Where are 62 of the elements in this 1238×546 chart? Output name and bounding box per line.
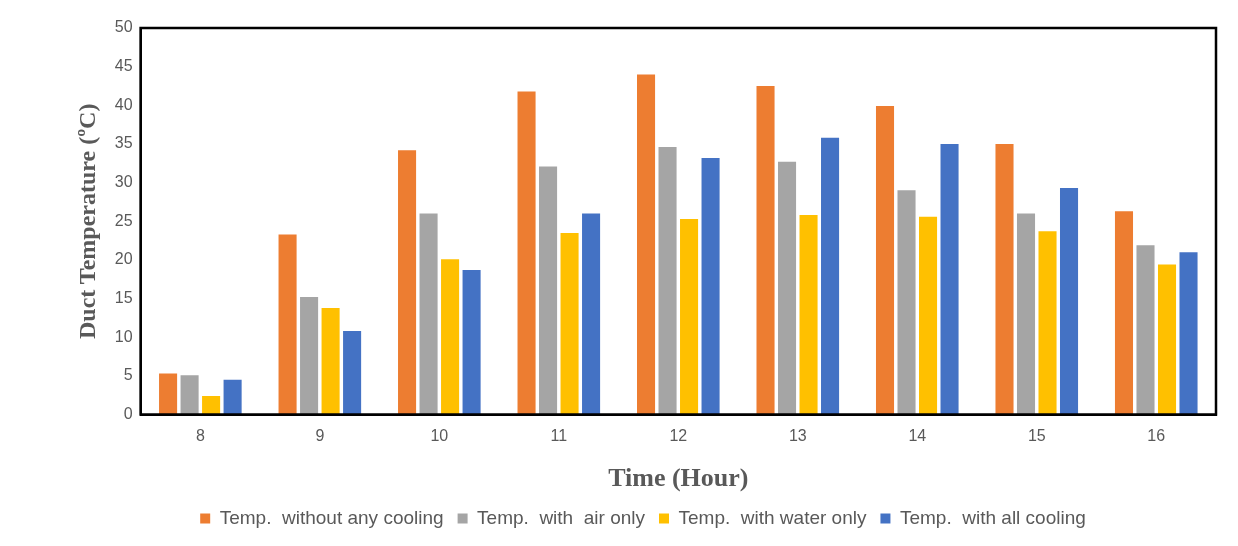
bar [940, 143, 959, 415]
bar [202, 396, 221, 415]
y-tick-label: 0 [123, 405, 133, 423]
bar [821, 137, 840, 415]
bar [419, 213, 438, 415]
bar [441, 259, 460, 415]
x-axis-title: Time (Hour) [608, 463, 749, 493]
bar [278, 234, 297, 415]
bar [560, 232, 579, 415]
y-axis-title: Duct Temperature (ºC) [73, 103, 100, 340]
bar [582, 213, 601, 415]
bar [159, 373, 178, 415]
x-tick-label: 15 [1027, 426, 1046, 444]
legend-label: Temp. without any cooling [219, 506, 444, 528]
x-tick-label: 9 [315, 426, 325, 444]
bar [180, 375, 199, 415]
bar [343, 331, 362, 415]
y-tick-label: 25 [114, 211, 133, 229]
bar [701, 157, 720, 415]
bar [539, 166, 558, 415]
y-tick-label: 20 [114, 250, 133, 268]
y-tick-label: 10 [114, 327, 133, 345]
x-tick-label: 8 [195, 426, 205, 444]
y-tick-label: 40 [114, 95, 133, 113]
bar [995, 143, 1014, 415]
bar [398, 150, 417, 415]
bar [1157, 264, 1177, 415]
y-tick-label: 5 [123, 366, 133, 384]
y-tick-label: 30 [114, 173, 133, 191]
bar [1136, 245, 1155, 415]
bar [756, 85, 775, 415]
bar [778, 161, 797, 415]
x-tick-label: 10 [430, 426, 449, 444]
legend-label: Temp. with all cooling [899, 506, 1086, 528]
legend-label: Temp. with water only [678, 506, 867, 528]
y-tick-label: 45 [114, 57, 133, 75]
x-tick-label: 11 [550, 426, 568, 444]
legend-label: Temp. with air only [477, 506, 646, 528]
x-tick-label: 14 [908, 426, 927, 444]
bar [919, 216, 938, 415]
bar [658, 147, 677, 415]
y-tick-label: 50 [114, 18, 133, 36]
bar [1038, 231, 1057, 415]
bar [1059, 188, 1079, 415]
bar [223, 379, 242, 415]
x-tick-label: 16 [1147, 426, 1166, 444]
bar [680, 218, 699, 415]
bar [517, 91, 536, 415]
x-tick-label: 12 [669, 426, 688, 444]
bar [637, 74, 656, 415]
y-tick-label: 35 [114, 134, 133, 152]
bar [300, 297, 319, 415]
bar [897, 190, 916, 415]
bar [321, 307, 340, 415]
bar [1016, 213, 1036, 415]
bar [799, 215, 818, 415]
y-tick-label: 15 [114, 289, 133, 307]
bar [1114, 211, 1134, 415]
x-tick-label: 13 [788, 426, 807, 444]
bar [1179, 252, 1198, 415]
bar [875, 106, 895, 415]
bar [462, 270, 481, 415]
